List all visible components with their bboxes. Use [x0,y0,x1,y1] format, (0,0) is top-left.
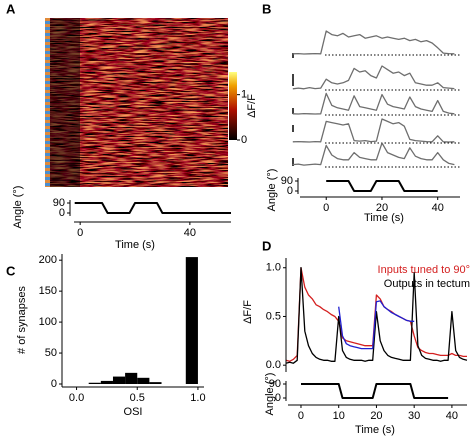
x-axis-label: Time (s) [364,212,404,224]
panel-letter: D [262,238,271,253]
bar [100,380,113,384]
y-tick-label: 50 [45,347,57,359]
y-tick-label: 90 [281,175,293,187]
response-trace [338,300,415,350]
legend-entry: Outputs in tectum [384,278,470,290]
stimulus-trace [326,180,438,192]
y-tick-label: 100 [39,316,57,328]
y-tick-label: 0.5 [266,310,281,322]
y-tick-label: 90 [53,197,65,209]
roi-stripe [45,18,50,187]
x-tick-label: 40 [432,202,444,214]
y-axis-label: Angle (°) [266,169,278,212]
stimulus-trace [301,383,449,399]
response-trace [292,65,455,90]
bar [185,257,198,384]
colorbar-label: ΔF/F [246,94,258,118]
y-tick-label: 0 [287,185,293,197]
response-trace [292,30,455,55]
x-axis-label: Time (s) [355,424,395,436]
y-tick-label: 1.0 [266,262,281,274]
y-tick-label: 0 [59,207,65,219]
x-tick-label: 20 [370,410,382,422]
x-tick-label: 1.0 [190,392,205,404]
bar [125,372,138,384]
panel-letter: C [6,263,16,278]
heatmap-shade [50,18,80,187]
colorbar [229,72,237,140]
x-tick-label: 0.5 [130,392,145,404]
colorbar-tick-label: 0 [241,134,247,146]
x-tick-label: 20 [376,202,388,214]
x-tick-label: 0.0 [69,392,84,404]
y-axis-label: Angle (°) [264,373,276,416]
y-tick-label: 90 [269,378,281,390]
legend-entry: Inputs tuned to 90° [378,264,470,276]
y-tick-label: 0 [275,392,281,404]
x-tick-label: 0 [298,410,304,422]
response-trace [292,92,455,115]
y-axis-label: Angle (°) [12,186,24,229]
y-tick-label: 0.0 [266,359,281,371]
x-tick-label: 0 [77,227,83,239]
response-trace [292,118,455,143]
x-axis-label: Time (s) [115,239,155,251]
y-tick-label: 0 [51,378,57,390]
bar [112,376,126,384]
y-tick-label: 200 [39,254,57,266]
stimulus-trace [74,202,231,214]
y-axis-label: ΔF/F [242,300,254,324]
x-tick-label: 40 [446,410,458,422]
y-axis-label: # of synapses [16,286,28,354]
y-tick-label: 150 [39,285,57,297]
bar [149,382,162,384]
x-tick-label: 10 [333,410,345,422]
x-tick-label: 0 [323,202,329,214]
x-tick-label: 30 [408,410,420,422]
response-trace [292,142,455,166]
panel-letter: B [262,1,271,16]
panel-letter: A [6,1,16,16]
response-trace [285,267,468,364]
x-tick-label: 40 [184,227,196,239]
x-axis-label: OSI [124,406,143,418]
bar [137,377,150,384]
bar [88,382,101,384]
response-trace [285,267,467,362]
colorbar-tick-label: 1 [241,89,247,101]
